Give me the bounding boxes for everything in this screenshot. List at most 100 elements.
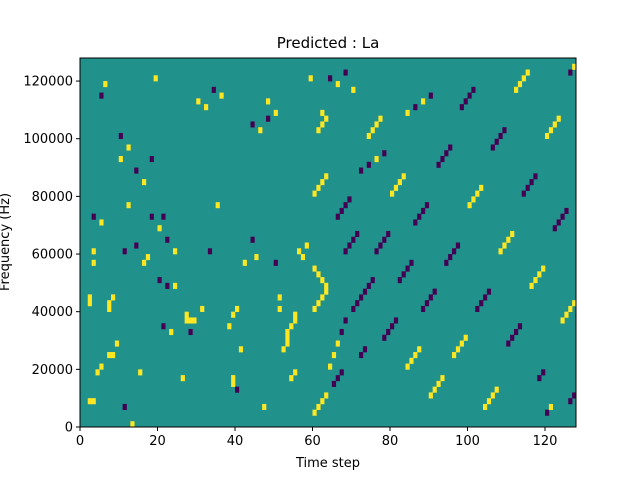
heatmap-cell-low — [386, 230, 391, 238]
heatmap-cell-low — [122, 403, 127, 411]
heatmap-cell-high — [107, 352, 112, 359]
heatmap-cell-high — [289, 323, 294, 330]
heatmap-cell-high — [107, 300, 112, 307]
heatmap-cell-high — [490, 392, 495, 399]
heatmap-cell-low — [188, 328, 193, 336]
heatmap-cell-high — [467, 202, 472, 209]
heatmap-cell-high — [289, 375, 294, 382]
heatmap-cell-high — [436, 380, 441, 387]
x-tick-label: 100 — [455, 434, 480, 449]
heatmap-cell-high — [514, 86, 519, 93]
heatmap-cell-high — [335, 81, 340, 88]
y-axis-ticks: 0 20000 40000 60000 80000 100000 120000 — [23, 75, 80, 436]
heatmap-cell-low — [347, 242, 352, 249]
heatmap-cell-low — [444, 150, 449, 157]
heatmap-cell-high — [277, 294, 282, 301]
heatmap-cell-high — [316, 184, 321, 191]
heatmap-cell-low — [424, 300, 430, 307]
heatmap-cell-high — [91, 259, 96, 266]
heatmap-cell-low — [165, 282, 170, 289]
heatmap-cell-low — [343, 202, 348, 209]
heatmap-cell-high — [405, 363, 410, 370]
heatmap-cell-low — [359, 294, 364, 301]
heatmap-cell-high — [184, 311, 189, 318]
heatmap-cell-high — [87, 398, 92, 405]
heatmap-cell-low — [343, 317, 348, 324]
heatmap-cell-low — [118, 132, 123, 140]
heatmap-cell-high — [157, 225, 162, 232]
heatmap-cell-low — [448, 254, 453, 261]
heatmap-cell-low — [339, 369, 344, 376]
heatmap-cell-low — [568, 69, 573, 76]
heatmap-cell-high — [413, 352, 418, 359]
heatmap-cell-high — [107, 305, 112, 312]
heatmap-cell-low — [149, 213, 154, 220]
heatmap-cell-low — [397, 277, 402, 284]
heatmap-cell-low — [448, 144, 453, 151]
heatmap-cell-low — [502, 127, 507, 134]
heatmap-cell-high — [517, 81, 523, 88]
heatmap-cell-high — [126, 202, 131, 209]
heatmap-cell-high — [374, 121, 379, 128]
heatmap-cell-high — [145, 254, 151, 261]
heatmap-cell-high — [370, 127, 375, 134]
heatmap-cell-high — [455, 346, 461, 353]
heatmap-cell-high — [316, 271, 321, 278]
heatmap-cell-low — [335, 213, 340, 220]
heatmap-cell-high — [111, 352, 116, 359]
heatmap-cell-high — [293, 317, 298, 324]
heatmap-cell-high — [196, 98, 201, 105]
heatmap-cell-low — [355, 230, 360, 238]
heatmap-cell-high — [180, 375, 185, 382]
heatmap-cell-high — [324, 115, 329, 122]
heatmap-cell-high — [184, 317, 189, 324]
heatmap-cell-low — [362, 288, 368, 295]
heatmap-cell-high — [432, 386, 437, 393]
heatmap-cell-high — [231, 375, 236, 382]
heatmap-cell-high — [452, 352, 457, 359]
x-tick-label: 120 — [533, 434, 558, 449]
x-tick-label: 40 — [227, 434, 244, 449]
heatmap-cell-high — [312, 409, 317, 416]
heatmap-cell-high — [548, 403, 554, 411]
heatmap-cell-low — [331, 380, 337, 387]
heatmap-cell-high — [99, 363, 104, 370]
heatmap-cell-low — [351, 305, 356, 312]
heatmap-cell-high — [320, 121, 325, 128]
heatmap-cell-high — [521, 75, 526, 82]
heatmap-cell-high — [285, 340, 290, 347]
heatmap-cell-low — [428, 92, 433, 99]
heatmap-cell-high — [320, 294, 325, 301]
heatmap-cell-high — [188, 317, 193, 324]
heatmap-cell-low — [560, 213, 565, 220]
heatmap-cell-low — [134, 242, 139, 249]
heatmap-cell-low — [537, 375, 542, 382]
heatmap-cell-high — [548, 127, 554, 134]
heatmap-cell-low — [235, 386, 240, 393]
heatmap-cell-high — [459, 340, 464, 347]
heatmap-cell-low — [161, 213, 166, 220]
heatmap-cell-high — [219, 92, 224, 99]
heatmap-cell-high — [231, 311, 236, 318]
heatmap-cell-high — [285, 334, 290, 341]
heatmap-cell-high — [324, 282, 329, 289]
heatmap-cell-high — [320, 179, 325, 186]
heatmap-cell-low — [486, 288, 492, 295]
heatmap-cell-high — [510, 230, 515, 238]
heatmap-cell-high — [153, 75, 158, 82]
heatmap-cell-high — [87, 300, 92, 307]
heatmap-cell-low — [545, 409, 550, 416]
heatmap-cell-low — [455, 242, 461, 249]
heatmap-cell-low — [328, 75, 333, 82]
heatmap-cell-low — [99, 92, 104, 99]
heatmap-cell-low — [370, 277, 375, 284]
heatmap-cell-high — [192, 317, 197, 324]
heatmap-cell-high — [173, 282, 178, 289]
heatmap-cell-low — [409, 259, 414, 266]
heatmap-cell-high — [215, 202, 220, 209]
heatmap-cell-low — [444, 259, 449, 266]
heatmap-cell-low — [347, 196, 352, 203]
y-tick-label: 60000 — [32, 248, 73, 263]
heatmap-cell-low — [362, 346, 368, 353]
